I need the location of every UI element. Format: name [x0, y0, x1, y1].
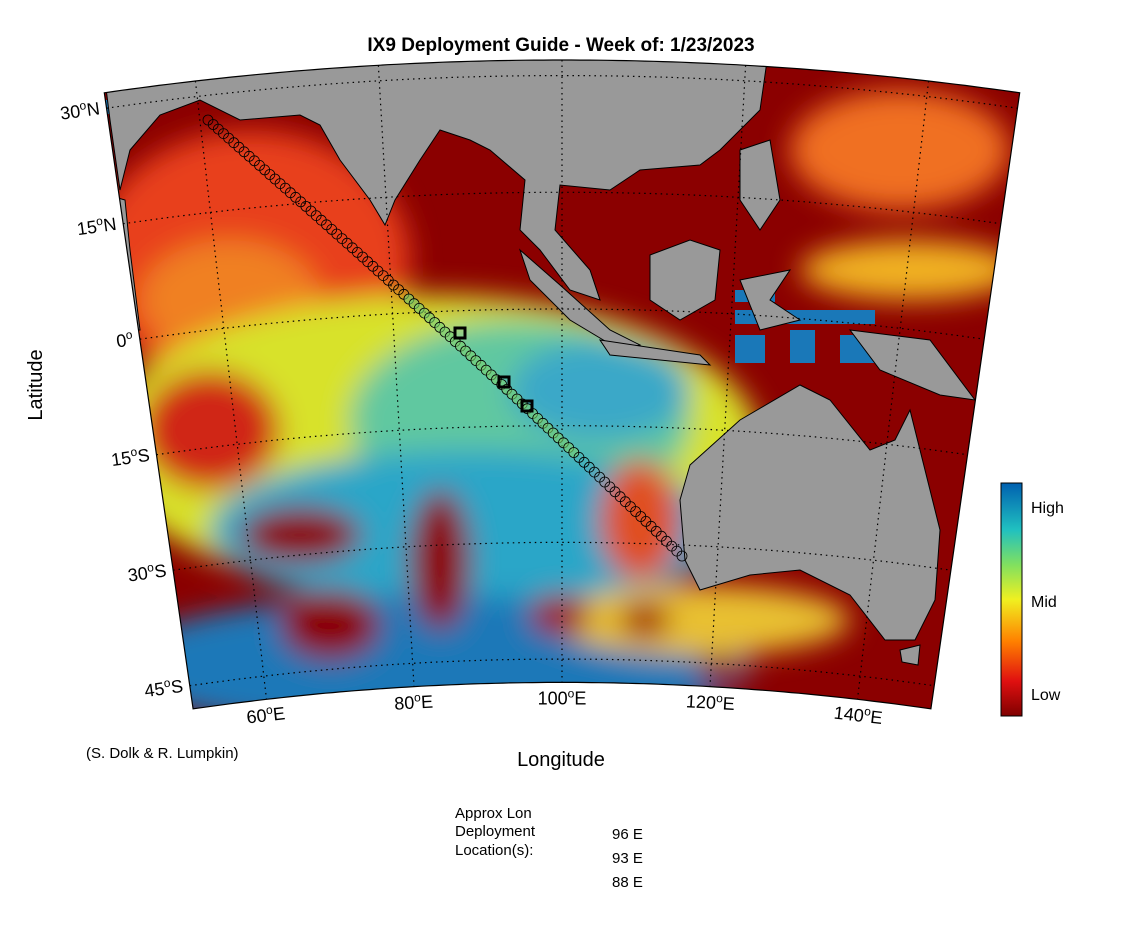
- colorbar-label: High: [1031, 500, 1064, 517]
- graticule: [106, 60, 1018, 700]
- map-title: IX9 Deployment Guide - Week of: 1/23/202…: [367, 35, 754, 56]
- deployment-location: 93 E: [612, 850, 643, 867]
- tick-label: 60oE: [245, 701, 286, 727]
- grid-line: [106, 75, 1018, 109]
- deployment-marker: [453, 326, 467, 340]
- credit: (S. Dolk & R. Lumpkin): [86, 745, 239, 762]
- tick-label: 30oS: [126, 558, 167, 585]
- deployment-heading: Deployment: [455, 823, 536, 840]
- tick-label: 15oS: [110, 443, 151, 470]
- colorbar: [1000, 482, 1023, 717]
- map-frame: [103, 59, 1021, 710]
- deployment-location: 96 E: [612, 826, 643, 843]
- colorbar-label: Low: [1031, 687, 1061, 704]
- deployment-heading: Approx Lon: [455, 805, 532, 822]
- grid-line: [189, 658, 935, 687]
- tick-label: 0o: [115, 327, 135, 351]
- deployment-heading: Location(s):: [455, 842, 533, 859]
- x-axis-label: Longitude: [517, 749, 605, 771]
- tick-label: 120oE: [685, 689, 735, 714]
- map-field: [104, 60, 1020, 709]
- y-axis-label: Latitude: [25, 349, 47, 420]
- tick-labels: 30oN 15oN 0o 15oS 30oS 45oS 60oE 80oE 100oE 120oE…: [59, 96, 884, 728]
- tick-label: 15oN: [75, 212, 117, 239]
- deployment-marker: [497, 375, 511, 389]
- tick-label: 45oS: [143, 674, 184, 701]
- grid-line: [173, 541, 951, 571]
- field-colors: [104, 90, 1020, 709]
- deployment-markers: [453, 326, 534, 413]
- deployment-location: 88 E: [612, 874, 643, 891]
- tick-label: 30oN: [59, 96, 101, 123]
- deployment-marker: [520, 399, 534, 413]
- tick-label: 140oE: [833, 701, 884, 728]
- colorbar-label: Mid: [1031, 594, 1057, 611]
- tick-label: 80oE: [394, 690, 434, 714]
- tick-label: 100oE: [538, 686, 587, 708]
- track-point: [676, 550, 688, 562]
